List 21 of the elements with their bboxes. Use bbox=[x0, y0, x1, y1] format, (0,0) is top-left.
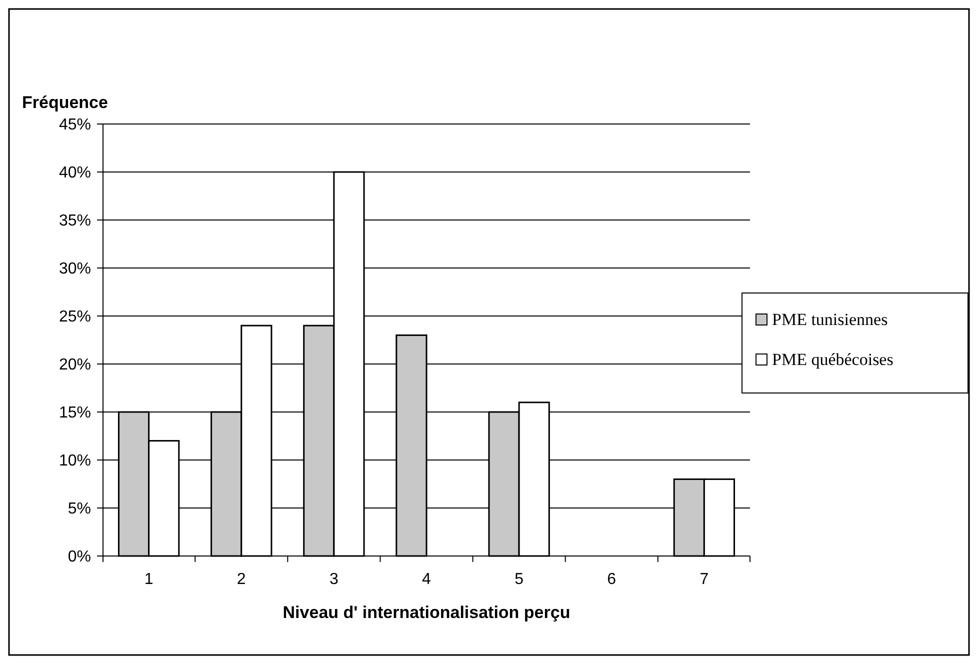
x-tick-label: 1 bbox=[144, 571, 154, 588]
y-tick-label: 30% bbox=[58, 260, 91, 278]
y-tick-label: 10% bbox=[58, 452, 91, 470]
y-tick-label: 35% bbox=[58, 212, 91, 230]
x-tick-label: 7 bbox=[700, 571, 709, 588]
x-tick-label: 5 bbox=[514, 571, 524, 588]
x-tick-label: 4 bbox=[422, 571, 432, 588]
y-tick-label: 40% bbox=[58, 164, 91, 182]
x-tick-label: 3 bbox=[329, 571, 338, 588]
y-axis-title: Fréquence bbox=[22, 93, 108, 112]
y-tick-label: 0% bbox=[68, 548, 91, 566]
x-tick-label: 2 bbox=[236, 571, 246, 588]
y-tick-label: 15% bbox=[58, 404, 91, 422]
y-tick-label: 45% bbox=[58, 116, 91, 134]
x-tick-label: 6 bbox=[607, 571, 616, 588]
y-tick-label: 25% bbox=[58, 308, 91, 326]
legend-label: PME tunisiennes bbox=[772, 310, 888, 329]
legend-label: PME québécoises bbox=[772, 350, 894, 369]
x-axis-title: Niveau d' internationalisation perçu bbox=[282, 603, 570, 622]
y-tick-label: 20% bbox=[58, 356, 91, 374]
y-tick-label: 5% bbox=[68, 500, 91, 518]
